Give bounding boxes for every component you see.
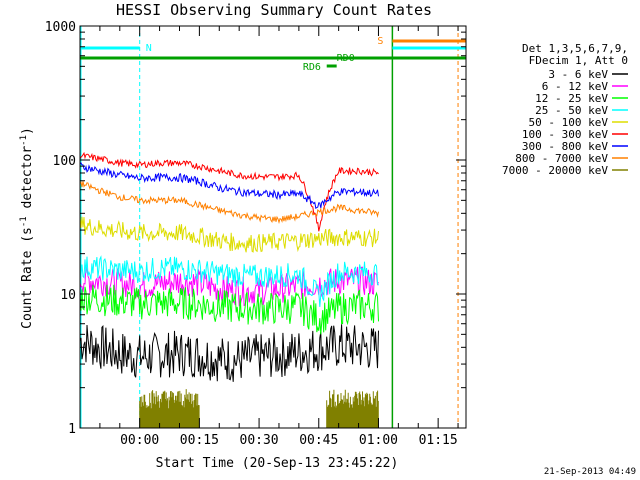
y-tick-label-3: 1000 [45,20,76,35]
y-axis-label-end: ) [20,127,35,135]
y-tick-label-2: 100 [53,154,76,169]
y-axis-label-sup2: -1 [19,135,29,146]
night-end-label: S [377,36,383,47]
plot-frame [79,25,467,429]
x-axis-label: Start Time (20-Sep-13 23:45:22) [156,456,399,471]
legend-header-line-2: FDecim 1, Att 0 [529,54,628,67]
timestamp: 21-Sep-2013 04:49 [544,467,636,477]
series-7000-20000-kev-trace-2 [326,389,379,428]
series-100-300-kev-trace [79,151,379,232]
legend-label-50-100-kev: 50 - 100 keV [529,116,609,129]
x-tick-label-4: 01:00 [359,433,398,448]
x-tick-label-5: 01:15 [419,433,458,448]
y-axis-label-main: Count Rate (s [20,227,35,329]
y-axis-label-sup1: -1 [19,216,29,227]
series-25-50-kev-trace [79,255,379,307]
series-50-100-kev-trace [79,215,379,253]
night-start-label: N [146,43,152,54]
legend-label-100-300-kev: 100 - 300 keV [522,128,608,141]
y-tick-label-1: 10 [60,288,76,303]
chart-title: HESSI Observing Summary Count Rates [116,1,432,19]
legend-label-300-800-kev: 300 - 800 keV [522,140,608,153]
series-12-25-kev-trace [79,284,379,335]
plot-area: N S RD0 RD6 [79,26,466,428]
series-3-6-kev-trace [79,324,379,382]
x-tick-label-2: 00:30 [240,433,279,448]
series-800-7000-kev-trace [79,180,379,224]
legend-label-6-12-kev: 6 - 12 keV [542,80,609,93]
y-tick-label-0: 1 [68,422,76,437]
series-300-800-kev-trace [79,162,379,210]
rd0-label: RD0 [337,53,355,64]
axes: 1 10 100 1000 00:00 00:15 00:30 00:45 01:00 01:15 [45,20,466,448]
legend-label-3-6-kev: 3 - 6 keV [548,68,608,81]
y-axis-label: Count Rate (s-1 detector-1) [19,127,35,329]
legend-label-12-25-kev: 12 - 25 keV [535,92,608,105]
legend-label-7000-20000-kev: 7000 - 20000 keV [502,164,608,177]
legend: Det 1,3,5,6,7,9, FDecim 1, Att 0 3 - 6 k… [502,42,628,177]
x-tick-label-3: 00:45 [299,433,338,448]
legend-label-25-50-kev: 25 - 50 keV [535,104,608,117]
x-tick-label-1: 00:15 [180,433,219,448]
series-7000-20000-kev-trace-1 [139,389,200,428]
legend-label-800-7000-kev: 800 - 7000 keV [515,152,608,165]
x-tick-label-0: 00:00 [120,433,159,448]
legend-header-line-1: Det 1,3,5,6,7,9, [522,42,628,55]
y-axis-label-mid: detector [20,146,35,217]
rd6-label: RD6 [303,62,321,73]
